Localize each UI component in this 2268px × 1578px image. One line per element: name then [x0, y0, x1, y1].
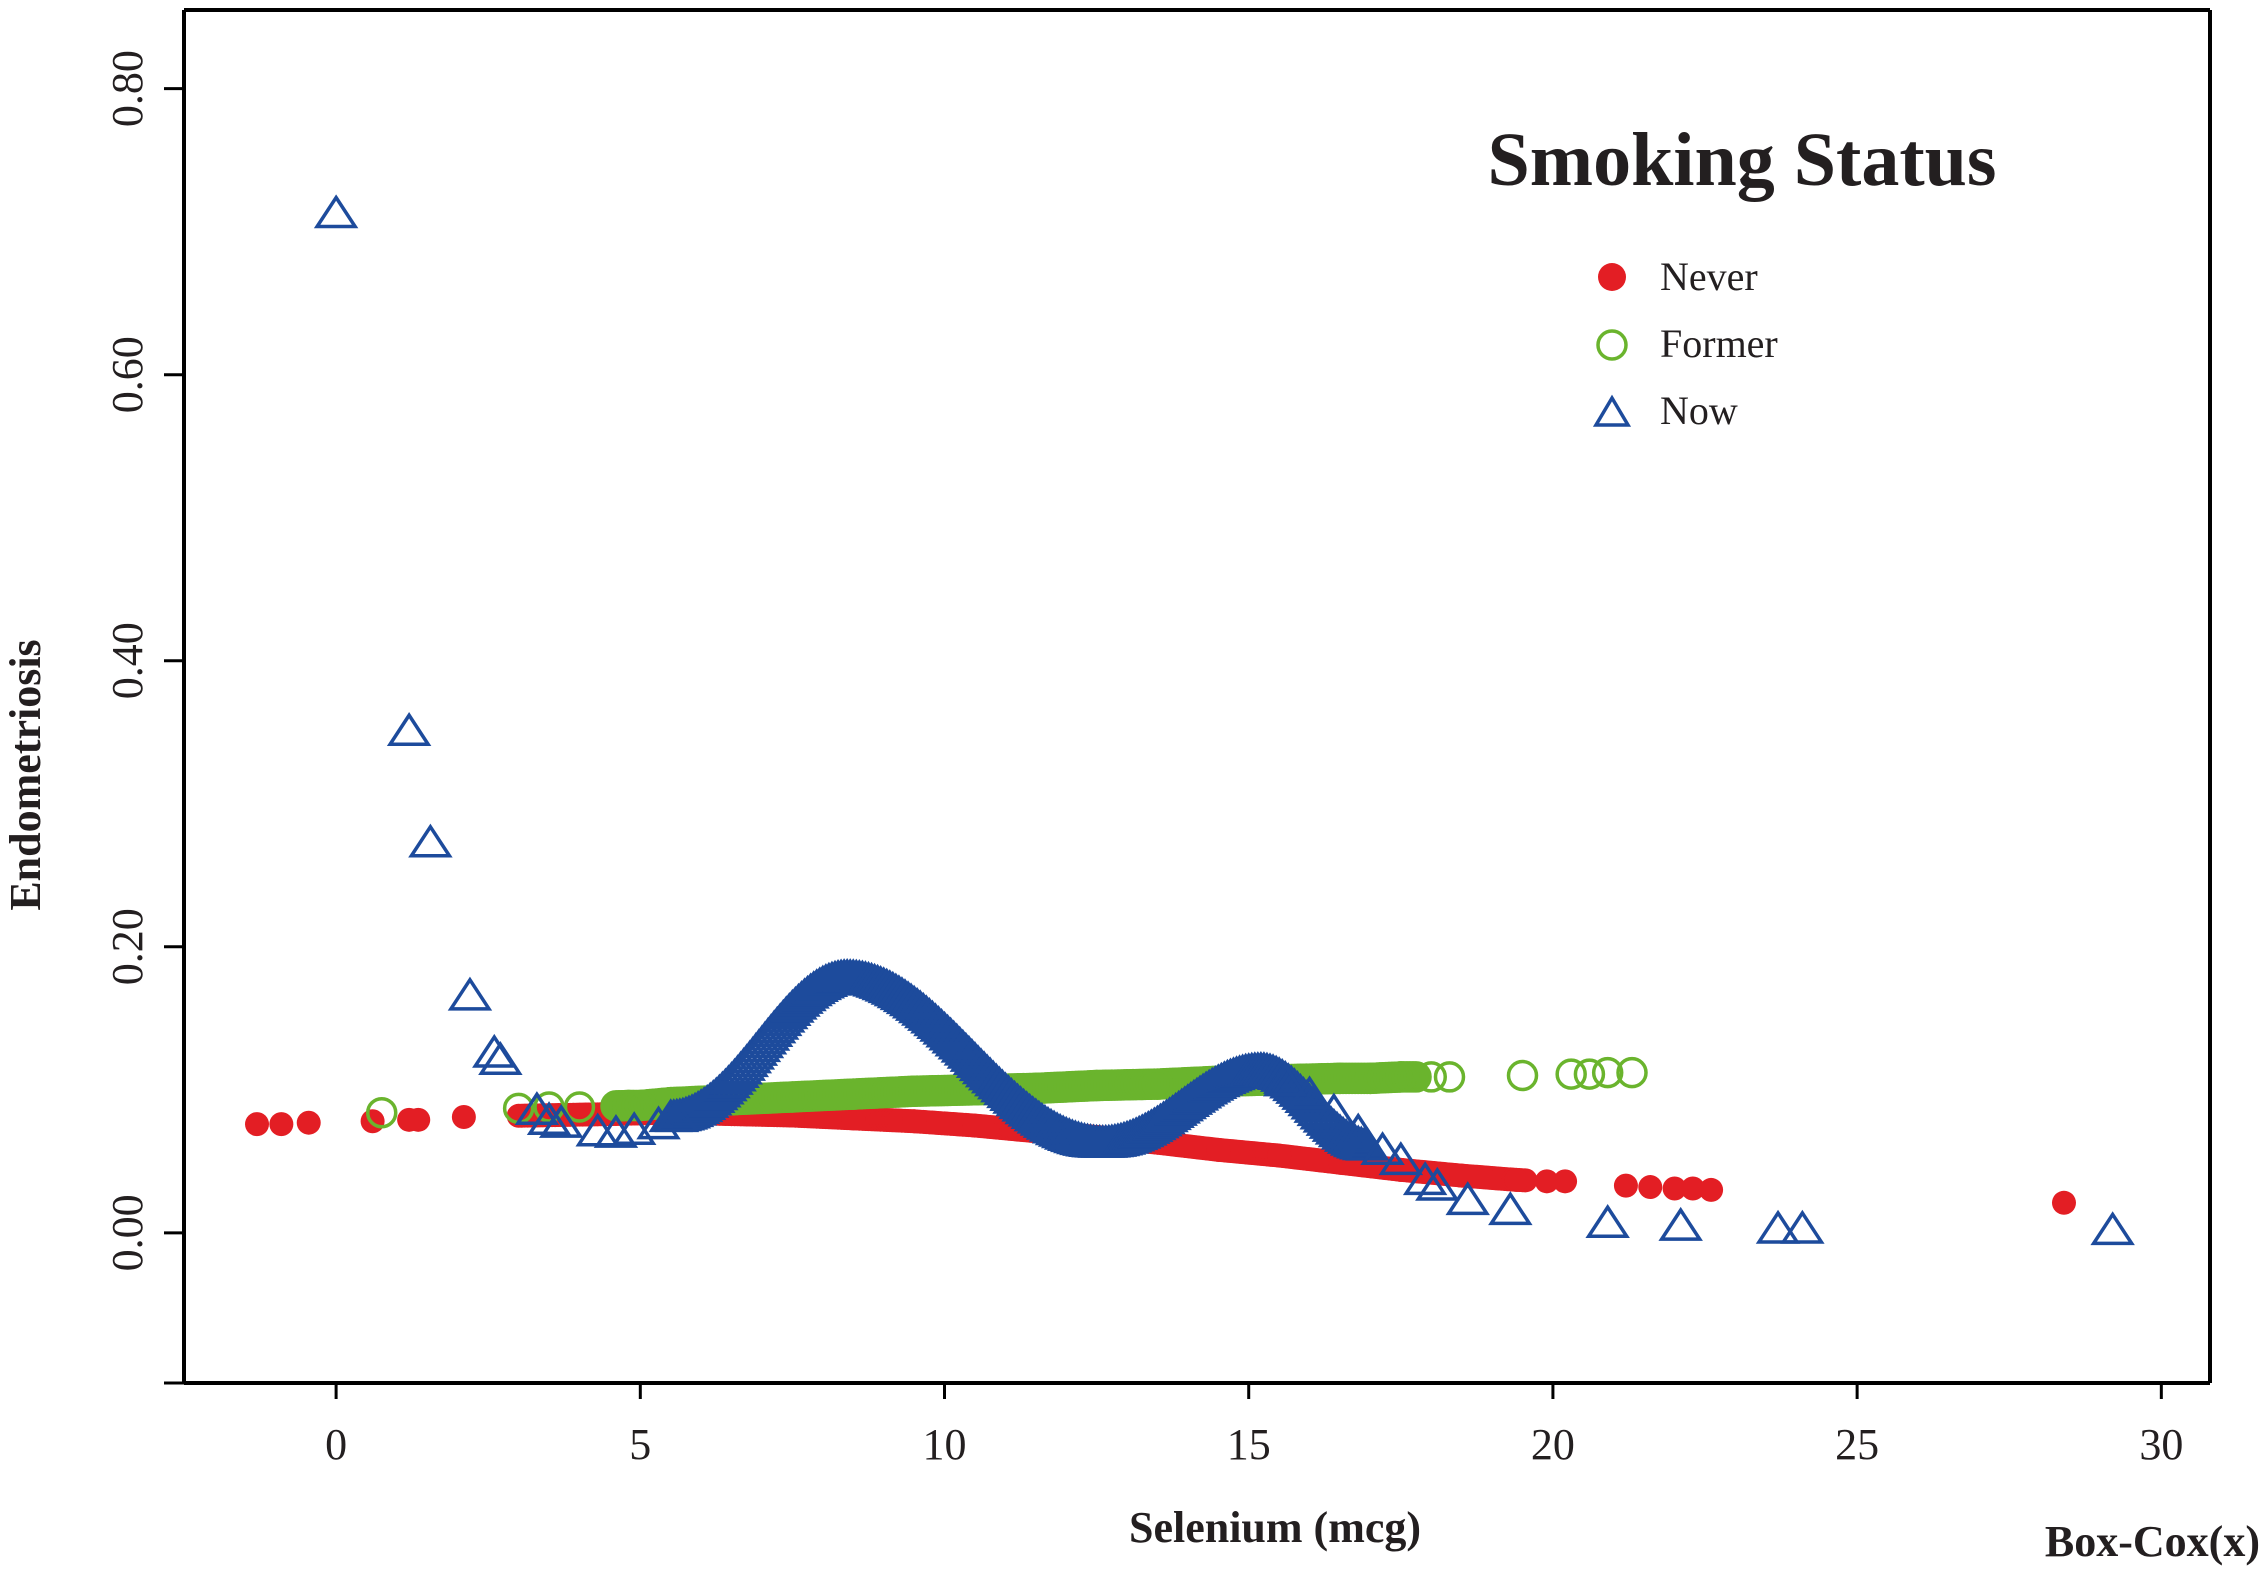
- point-former: [1080, 1069, 1113, 1102]
- point-now: [1658, 1206, 1703, 1241]
- point-never: [1206, 1137, 1231, 1162]
- x-tick-label: 15: [1227, 1420, 1271, 1469]
- point-never: [1680, 1176, 1705, 1201]
- point-former: [563, 1091, 596, 1123]
- point-former: [365, 1096, 398, 1129]
- point-never: [841, 1106, 866, 1131]
- point-never: [962, 1113, 987, 1138]
- point-former: [1573, 1058, 1606, 1090]
- point-now: [386, 712, 432, 747]
- point-now: [478, 1041, 523, 1075]
- legend-label-never: Never: [1660, 254, 1758, 299]
- point-never: [451, 1104, 476, 1129]
- series-now: [313, 194, 2135, 1246]
- point-former: [898, 1075, 930, 1107]
- point-never: [1613, 1173, 1638, 1198]
- y-tick-label: 0.60: [103, 336, 152, 413]
- point-former: [776, 1081, 809, 1113]
- point-never: [1534, 1169, 1559, 1194]
- point-now: [636, 1105, 681, 1140]
- y-axis-title: Endometriosis: [1, 639, 50, 910]
- point-former: [1141, 1068, 1174, 1100]
- x-tick-label: 20: [1531, 1420, 1575, 1469]
- point-former: [1354, 1062, 1387, 1095]
- point-now: [1378, 1141, 1424, 1176]
- legend-marker-former: [1596, 329, 1628, 361]
- point-now: [1262, 1062, 1308, 1097]
- point-now: [313, 194, 359, 229]
- point-now: [1335, 1112, 1381, 1147]
- x-axis-title: Selenium (mcg): [1129, 1503, 1421, 1552]
- point-never: [296, 1110, 321, 1135]
- point-former: [624, 1089, 657, 1122]
- point-now: [1445, 1181, 1490, 1216]
- point-never: [1699, 1177, 1724, 1202]
- y-tick-label: 0.80: [103, 50, 152, 127]
- legend-label-former: Former: [1660, 321, 1778, 366]
- legend-title: Smoking Status: [1488, 118, 1997, 202]
- point-never: [1504, 1167, 1529, 1192]
- point-never: [406, 1107, 431, 1132]
- point-now: [447, 976, 493, 1011]
- point-never: [1267, 1143, 1292, 1168]
- point-never: [1638, 1175, 1663, 1200]
- point-former: [1415, 1061, 1447, 1093]
- point-now: [1585, 1204, 1630, 1238]
- point-now: [538, 1103, 584, 1138]
- x-tick-label: 25: [1835, 1420, 1879, 1469]
- point-never: [902, 1109, 927, 1134]
- point-now: [1360, 1131, 1405, 1166]
- point-former: [1591, 1056, 1624, 1089]
- point-former: [1555, 1058, 1587, 1090]
- point-now: [526, 1101, 572, 1136]
- point-now: [1488, 1191, 1533, 1226]
- curve-point-former: [1400, 1061, 1432, 1093]
- point-now: [593, 1113, 639, 1148]
- point-now: [1287, 1075, 1332, 1110]
- point-former: [1616, 1056, 1648, 1089]
- x-transform-label: Box-Cox(x): [2045, 1517, 2260, 1566]
- point-never: [1662, 1176, 1687, 1201]
- point-never: [269, 1112, 294, 1137]
- point-never: [2051, 1190, 2076, 1215]
- point-now: [1780, 1209, 1825, 1244]
- point-now: [1311, 1092, 1357, 1127]
- x-tick-label: 0: [325, 1420, 347, 1469]
- axes: 0 5 10 15 20 25 30 0.00 0.20 0.40 0.60 0.80: [103, 8, 2212, 1469]
- legend-marker-now: [1592, 394, 1632, 427]
- point-never: [1553, 1169, 1578, 1194]
- point-now: [408, 823, 453, 858]
- legend-marker-never: [1598, 263, 1626, 291]
- x-tick-label: 5: [629, 1420, 651, 1469]
- legend: Smoking Status Never Former Now: [1488, 118, 1997, 433]
- point-former: [1506, 1059, 1539, 1092]
- point-former: [837, 1078, 869, 1110]
- point-former: [1433, 1061, 1466, 1093]
- y-tick-label: 0.20: [103, 908, 152, 985]
- point-never: [245, 1112, 270, 1137]
- y-tick-label: 0.40: [103, 622, 152, 699]
- legend-label-now: Now: [1660, 388, 1738, 433]
- point-former: [1385, 1061, 1417, 1093]
- x-tick-label: 10: [923, 1420, 967, 1469]
- y-tick-label: 0.00: [103, 1194, 152, 1271]
- point-now: [1402, 1161, 1448, 1196]
- point-now: [1755, 1209, 1801, 1244]
- x-tick-label: 30: [2139, 1420, 2183, 1469]
- point-now: [1415, 1166, 1460, 1201]
- point-former: [1324, 1062, 1356, 1095]
- point-now: [654, 1098, 700, 1133]
- point-former: [612, 1089, 644, 1122]
- point-never: [1449, 1163, 1474, 1188]
- point-now: [2090, 1211, 2135, 1246]
